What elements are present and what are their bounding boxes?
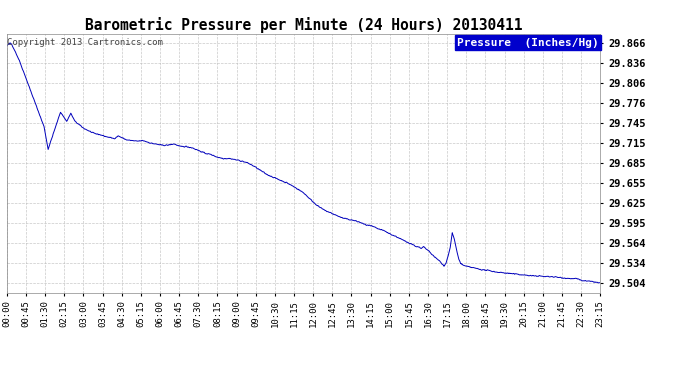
Text: Pressure  (Inches/Hg): Pressure (Inches/Hg) xyxy=(457,38,599,48)
Title: Barometric Pressure per Minute (24 Hours) 20130411: Barometric Pressure per Minute (24 Hours… xyxy=(85,16,522,33)
Text: Copyright 2013 Cartronics.com: Copyright 2013 Cartronics.com xyxy=(8,38,164,46)
